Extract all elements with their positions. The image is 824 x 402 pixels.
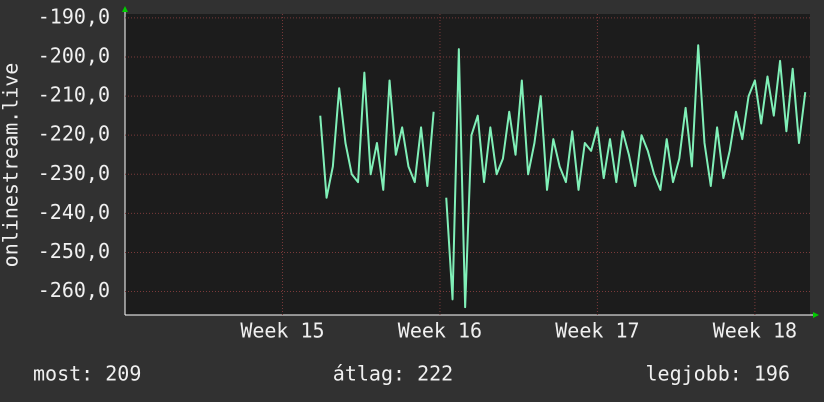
y-tick-label: -240,0 (38, 200, 110, 224)
x-tick-label: Week 17 (555, 319, 639, 343)
y-tick-label: -250,0 (38, 239, 110, 263)
y-tick-label: -190,0 (38, 4, 110, 28)
footer-current: most: 209 (33, 362, 141, 386)
y-tick-label: -260,0 (38, 278, 110, 302)
y-tick-label: -220,0 (38, 122, 110, 146)
footer-average: átlag: 222 (333, 362, 453, 386)
y-tick-label: -210,0 (38, 83, 110, 107)
x-tick-label: Week 18 (713, 319, 797, 343)
x-tick-label: Week 15 (240, 319, 324, 343)
y-tick-label: -200,0 (38, 44, 110, 68)
data-line (319, 44, 807, 309)
x-tick-label: Week 16 (398, 319, 482, 343)
y-tick-label: -230,0 (38, 161, 110, 185)
axis-arrow (122, 6, 128, 12)
y-axis-label: onlinestream.live (0, 63, 23, 268)
axis-arrow (813, 312, 819, 318)
footer-best: legjobb: 196 (646, 362, 791, 386)
